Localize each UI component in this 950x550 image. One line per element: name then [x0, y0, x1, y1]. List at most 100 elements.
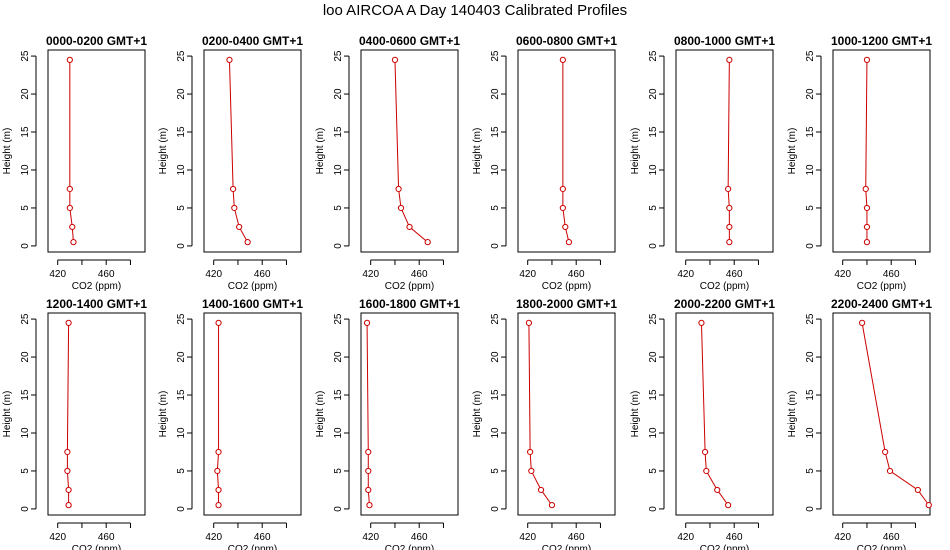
- y-tick-label: 0: [805, 243, 816, 249]
- data-point: [365, 467, 372, 475]
- data-point: [215, 319, 222, 326]
- plot-frame: [517, 312, 616, 516]
- y-axis-label: Height (m): [158, 391, 169, 438]
- data-point: [395, 185, 402, 193]
- profile-line: [228, 59, 249, 243]
- data-point: [236, 223, 243, 231]
- x-tick-label: 460: [883, 532, 900, 543]
- y-tick-label: 25: [333, 50, 344, 62]
- y-tick-label: 20: [20, 88, 31, 100]
- y-tick-label: 0: [490, 506, 501, 512]
- y-axis-label: Height (m): [630, 128, 641, 175]
- y-tick-label: 25: [333, 313, 344, 325]
- x-tick-label: 460: [726, 269, 743, 280]
- y-tick-label: 0: [490, 243, 501, 249]
- data-point: [698, 319, 705, 326]
- x-axis-label: CO2 (ppm): [542, 281, 591, 292]
- data-point: [215, 502, 222, 509]
- data-point: [365, 486, 372, 494]
- y-tick-label: 20: [333, 88, 344, 100]
- data-point: [528, 467, 535, 475]
- y-tick-label: 15: [648, 126, 659, 138]
- data-point: [559, 204, 566, 212]
- data-point: [65, 502, 72, 509]
- profile-line: [216, 322, 220, 506]
- data-point: [714, 486, 721, 494]
- x-tick-label: 460: [254, 532, 271, 543]
- data-point: [70, 239, 77, 246]
- y-tick-label: 0: [176, 506, 187, 512]
- y-tick-label: 25: [176, 50, 187, 62]
- y-tick-label: 0: [333, 506, 344, 512]
- plot-frame: [832, 49, 931, 253]
- y-tick-label: 0: [648, 506, 659, 512]
- profile-panel: 0800-1000 GMT+1 0 5 10 15 20 25 Height (m) 420 46…: [630, 34, 775, 292]
- y-tick-label: 5: [20, 468, 31, 474]
- y-tick-label: 15: [333, 389, 344, 401]
- y-tick-label: 25: [648, 50, 659, 62]
- data-point: [65, 319, 72, 326]
- data-point: [863, 239, 871, 246]
- profile-line: [528, 322, 553, 506]
- y-axis-label: Height (m): [315, 391, 326, 438]
- plot-frame: [360, 49, 459, 253]
- profile-line: [366, 322, 370, 506]
- profile-panel: 1600-1800 GMT+1 0 5 10 15 20 25 Height (m) 420 46…: [315, 297, 460, 550]
- plot-frame: [47, 312, 146, 516]
- profile-line: [69, 59, 74, 243]
- y-tick-label: 15: [648, 389, 659, 401]
- profile-line: [700, 322, 729, 506]
- data-point: [863, 56, 871, 63]
- data-point: [886, 467, 894, 475]
- y-tick-label: 25: [176, 313, 187, 325]
- data-point: [64, 448, 71, 456]
- data-point: [244, 239, 251, 246]
- data-point: [69, 223, 76, 231]
- y-tick-label: 20: [176, 88, 187, 100]
- x-axis-label: CO2 (ppm): [857, 544, 906, 550]
- panel-title: 0000-0200 GMT+1: [46, 34, 147, 48]
- y-tick-label: 25: [20, 50, 31, 62]
- y-axis-label: Height (m): [158, 128, 169, 175]
- y-tick-label: 15: [20, 126, 31, 138]
- profile-line: [66, 322, 70, 506]
- y-tick-label: 20: [648, 351, 659, 363]
- x-tick-label: 420: [49, 269, 66, 280]
- profile-panel: 1400-1600 GMT+1 0 5 10 15 20 25 Height (m) 420 46…: [158, 297, 303, 550]
- y-tick-label: 25: [805, 313, 816, 325]
- y-tick-label: 10: [490, 164, 501, 176]
- panel-title: 0400-0600 GMT+1: [359, 34, 460, 48]
- y-tick-label: 10: [648, 427, 659, 439]
- data-point: [215, 448, 222, 456]
- chart-main-title: loo AIRCOA A Day 140403 Calibrated Profi…: [322, 2, 628, 19]
- y-tick-label: 5: [648, 205, 659, 211]
- y-tick-label: 20: [490, 351, 501, 363]
- x-tick-label: 460: [98, 532, 115, 543]
- y-tick-label: 10: [648, 164, 659, 176]
- x-tick-label: 460: [98, 269, 115, 280]
- plot-frame: [832, 312, 931, 516]
- data-point: [366, 502, 373, 509]
- profile-panel: 0200-0400 GMT+1 0 5 10 15 20 25 Height (m) 420 46…: [158, 34, 303, 292]
- x-axis-label: CO2 (ppm): [72, 281, 121, 292]
- profile-panel: 1000-1200 GMT+1 0 5 10 15 20 25 Height (m) 420 46…: [787, 34, 932, 292]
- x-tick-label: 420: [677, 532, 694, 543]
- y-axis-label: Height (m): [787, 391, 798, 438]
- x-tick-label: 420: [519, 269, 536, 280]
- data-point: [391, 56, 399, 63]
- panel-title: 1600-1800 GMT+1: [359, 297, 460, 311]
- y-tick-label: 10: [20, 427, 31, 439]
- y-tick-label: 0: [648, 243, 659, 249]
- x-tick-label: 420: [834, 269, 851, 280]
- y-tick-label: 0: [20, 243, 31, 249]
- y-tick-label: 0: [176, 243, 187, 249]
- data-point: [525, 319, 533, 326]
- data-point: [562, 223, 569, 231]
- data-point: [726, 204, 733, 212]
- y-tick-label: 10: [333, 427, 344, 439]
- y-tick-label: 10: [490, 427, 501, 439]
- y-axis-label: Height (m): [2, 128, 13, 175]
- y-tick-label: 5: [490, 468, 501, 474]
- y-tick-label: 5: [20, 205, 31, 211]
- y-tick-label: 10: [805, 427, 816, 439]
